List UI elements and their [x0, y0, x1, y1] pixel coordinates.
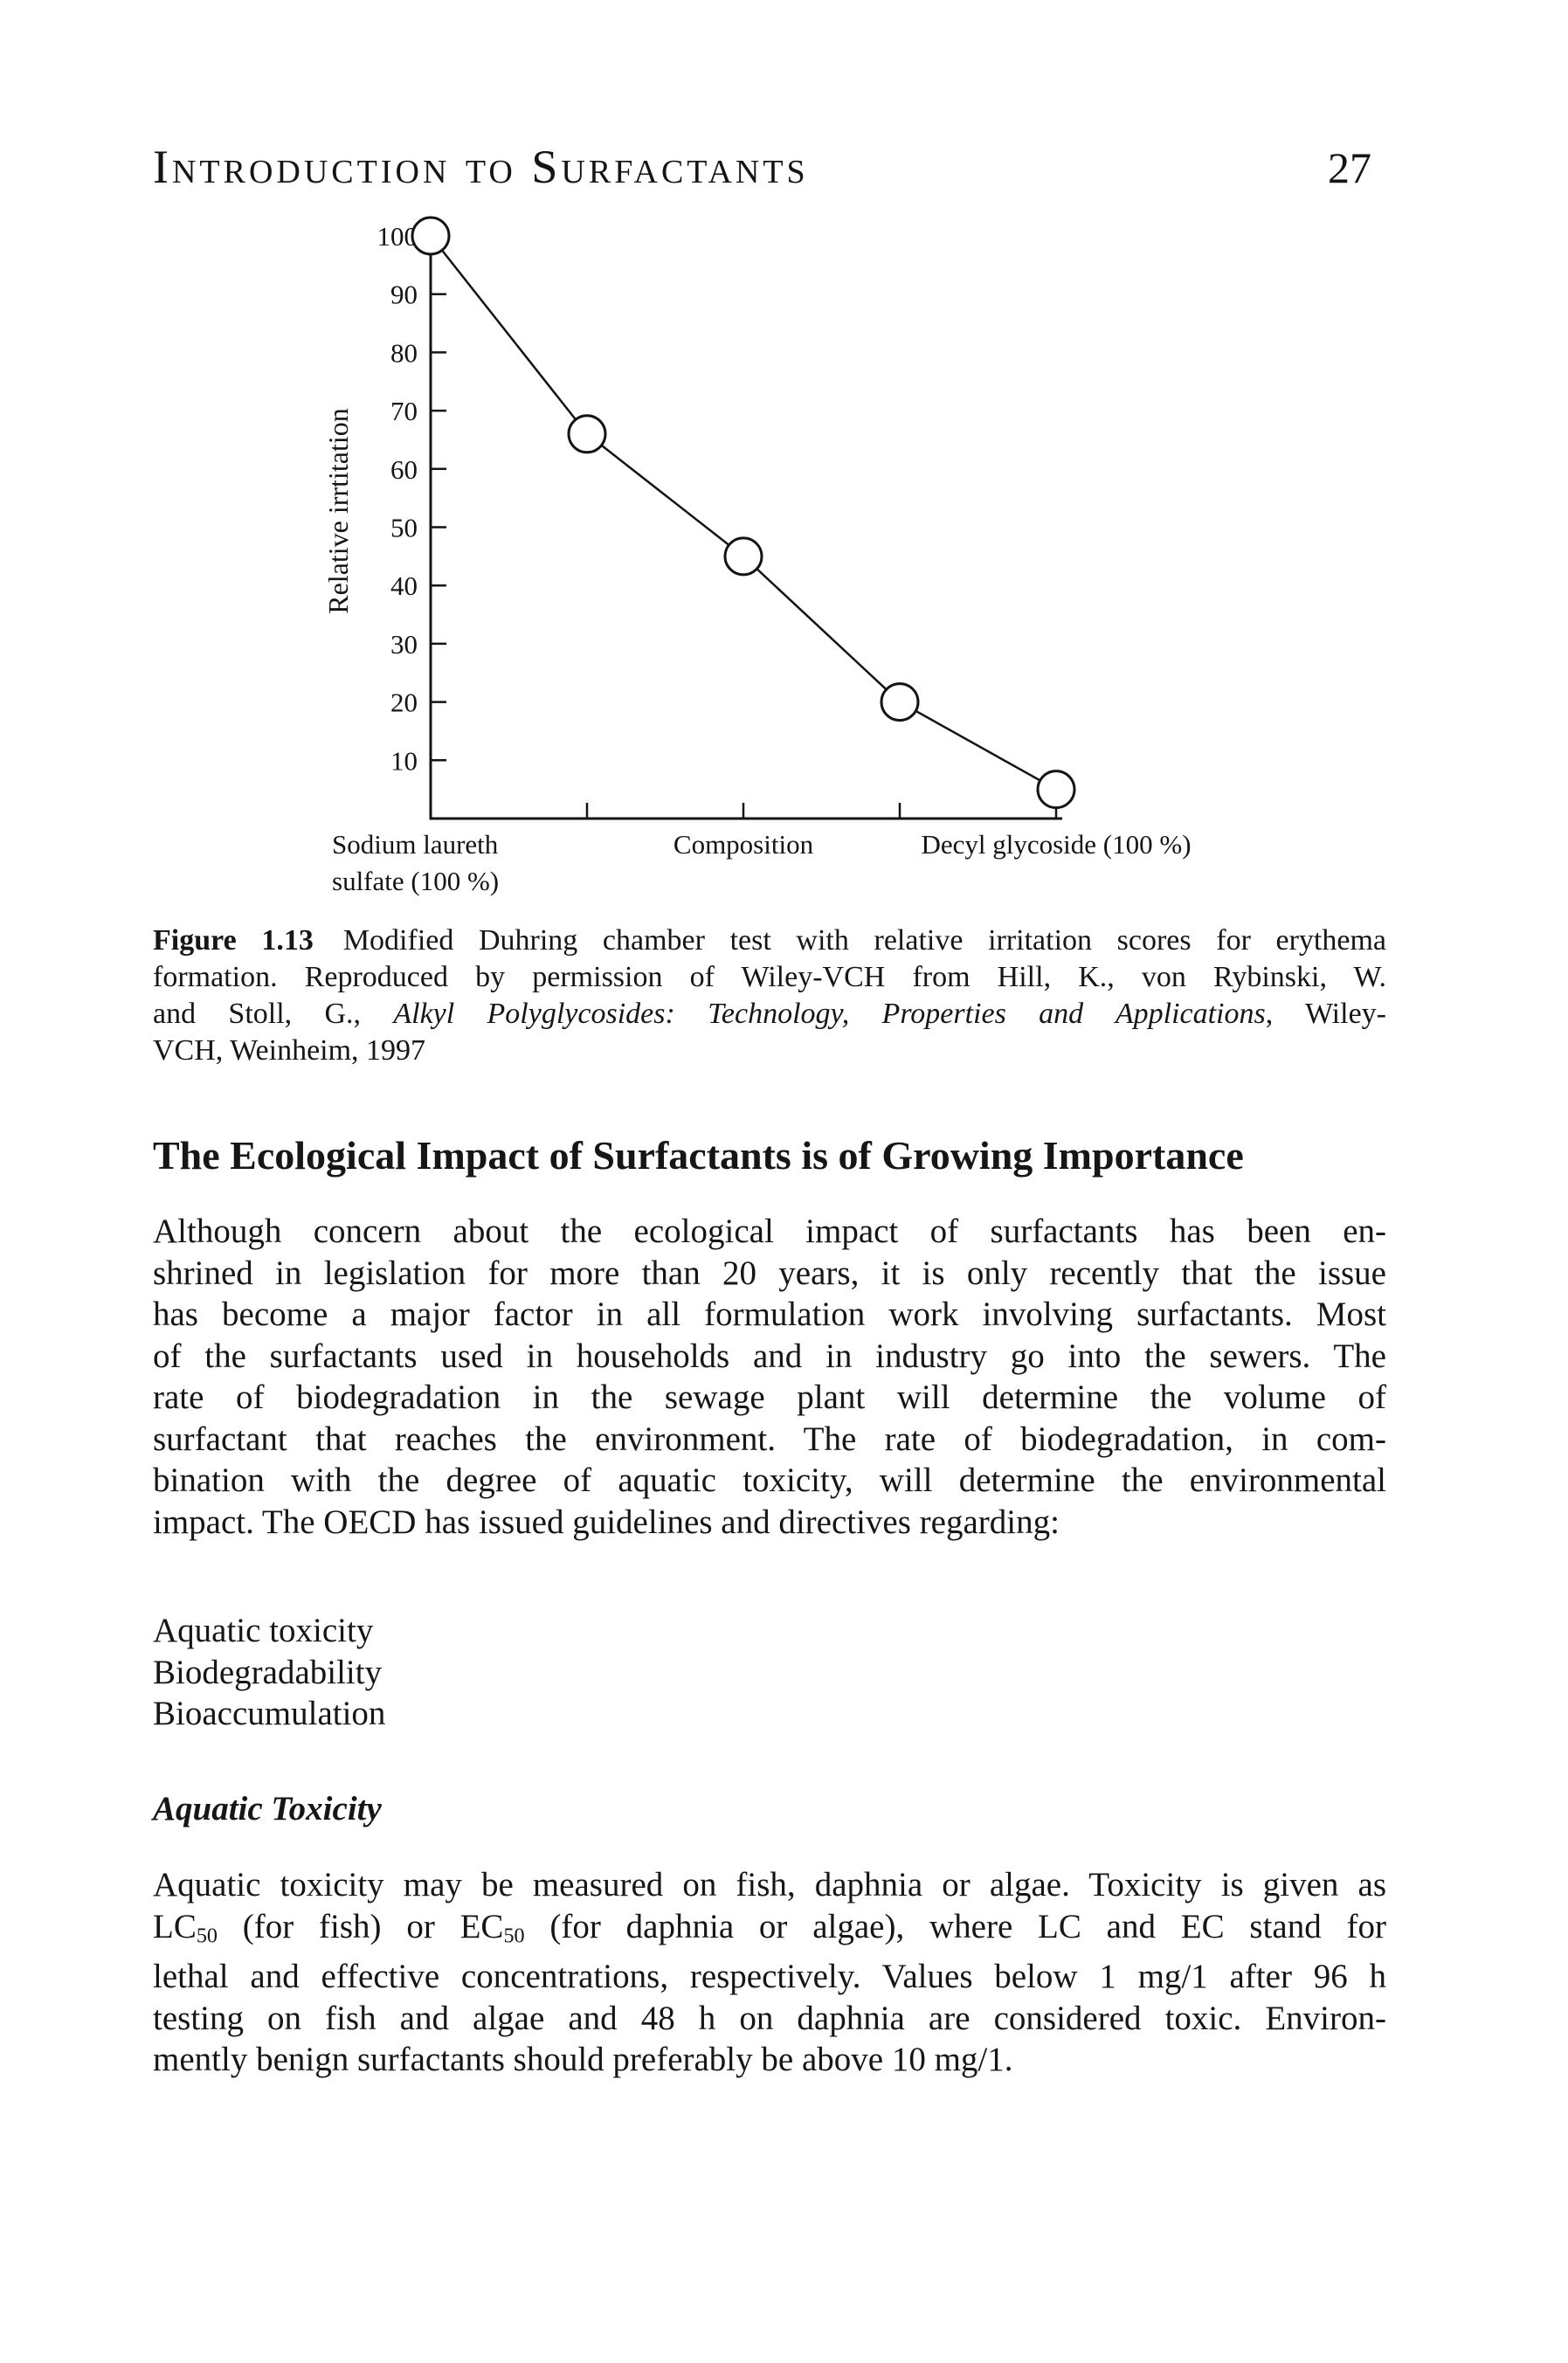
oecd-guidelines-list: Aquatic toxicity Biodegradability Bioaccum…: [153, 1610, 1386, 1735]
text-line: of the surfactants used in households an…: [153, 1337, 1386, 1375]
y-tick-label: 20: [390, 687, 418, 718]
text-line: VCH, Weinheim, 1997: [153, 1034, 426, 1067]
data-point-marker: [411, 216, 451, 256]
subsection-heading: Aquatic Toxicity: [153, 1790, 382, 1828]
y-tick-label: 30: [390, 629, 418, 660]
text-line: mently benign surfactants should prefera…: [153, 2041, 1013, 2079]
section-heading: The Ecological Impact of Surfactants is …: [153, 1133, 1244, 1178]
text-line: formation. Reproduced by permission of W…: [153, 961, 1386, 993]
body-paragraph-1: Although concern about the ecological im…: [153, 1211, 1386, 1543]
y-tick-label: 50: [390, 513, 418, 543]
text-line: Although concern about the ecological im…: [153, 1213, 1386, 1250]
text-line: LC50 (for fish) or EC50 (for daphnia or …: [153, 1907, 1386, 1947]
figure-chart: 10 20 30 40 50 60 70 80 90 100 Relative irrtitatio…: [322, 216, 1192, 896]
y-tick-label: 60: [390, 454, 418, 485]
y-axis-title: Relative irrtitation: [322, 408, 354, 613]
text-line: Bioaccumulation: [153, 1695, 386, 1732]
y-tick-label: 100: [377, 221, 418, 252]
text-line: surfactant that reaches the environment.…: [153, 1420, 1386, 1458]
data-point-marker: [567, 414, 607, 454]
data-point-marker: [723, 536, 763, 577]
text-line: Biodegradability: [153, 1653, 383, 1691]
data-line: [430, 235, 1057, 791]
y-tick-label: 90: [390, 280, 418, 310]
text-line: Aquatic toxicity: [153, 1612, 374, 1649]
text-line: has become a major factor in all formula…: [153, 1296, 1386, 1333]
data-point-marker: [1036, 770, 1076, 810]
text-line: impact. The OECD has issued guidelines a…: [153, 1503, 1060, 1541]
x-label-right: Decyl glycoside (100 %): [921, 829, 1191, 860]
y-tick-label: 40: [390, 570, 418, 601]
x-label-left-line1: Sodium laureth: [332, 829, 499, 860]
text-line: shrined in legislation for more than 20 …: [153, 1254, 1386, 1292]
text-line: rate of biodegradation in the sewage pla…: [153, 1378, 1386, 1416]
x-label-center: Composition: [673, 829, 814, 860]
data-point-marker: [880, 682, 920, 722]
text-line: and Stoll, G., Alkyl Polyglycosides: Tec…: [153, 998, 1386, 1030]
figure-caption: Figure 1.13 Modified Duhring chamber tes…: [153, 922, 1386, 1069]
page-number: 27: [1328, 143, 1371, 192]
text-line: lethal and effective concentrations, res…: [153, 1958, 1386, 1996]
text-line: Aquatic toxicity may be measured on fish…: [153, 1866, 1386, 1904]
text-line: Figure 1.13 Modified Duhring chamber tes…: [153, 924, 1386, 957]
y-tick-label: 80: [390, 337, 418, 368]
text-line: testing on fish and algae and 48 h on da…: [153, 1999, 1386, 2037]
running-head: Introduction to Surfactants: [153, 141, 809, 193]
y-tick-label: 70: [390, 396, 418, 426]
x-label-left-line2: sulfate (100 %): [332, 866, 499, 896]
text-line: bination with the degree of aquatic toxi…: [153, 1461, 1386, 1499]
body-paragraph-2: Aquatic toxicity may be measured on fish…: [153, 1864, 1386, 2081]
y-tick-label: 10: [390, 745, 418, 776]
